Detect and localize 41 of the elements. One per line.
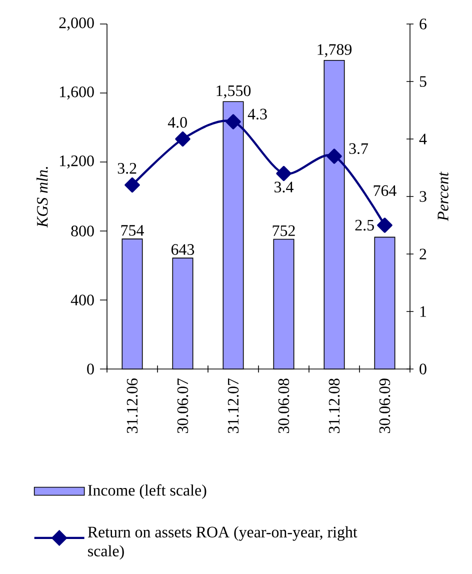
data-label: 754 [121,225,144,236]
y-tick-label: 400 [70,294,94,306]
x-tick-label: 30.06.09 [379,378,390,434]
y2-axis-title: Percent [438,172,448,222]
point [377,218,392,233]
point [124,177,140,193]
data-label: 643 [171,244,194,255]
y-tick-label: 2,000 [59,17,94,31]
y-tick-label: 1,200 [60,155,94,169]
data-label: 1,550 [216,85,251,98]
y-tick-label: 0 [87,364,94,374]
x-tick-label: 30.06.07 [177,378,188,434]
y2-tick-label: 3 [420,191,426,202]
legend-label: Return on assets ROA (year-on-year, right scale) [88,526,358,560]
y2-tick-label: 0 [420,364,426,374]
data-label: 1,789 [318,44,352,58]
data-label: 4.3 [248,108,267,120]
point [175,131,190,147]
y-axis-title: KGS mln. [36,166,48,228]
x-tick-label: 31.12.07 [228,378,239,434]
y-tick-label: 1,600 [60,86,94,100]
data-label: 752 [272,225,295,236]
x-tick-label: 31.12.06 [126,378,138,434]
x-tick-label: 30.06.08 [278,378,290,434]
data-label: 3.2 [118,163,136,174]
data-label: 4.0 [168,116,187,128]
y2-tick-label: 1 [420,306,426,317]
data-label: 3.7 [349,143,368,154]
data-label: 3.4 [274,182,294,192]
y2-tick-label: 2 [420,248,426,260]
y2-tick-label: 5 [420,76,426,87]
y2-tick-label: 4 [419,134,427,144]
legend-label: Income (left scale) [88,484,206,499]
y-tick-label: 800 [71,226,94,236]
data-label: 2.5 [355,220,374,231]
y2-tick-label: 6 [420,18,427,30]
x-tick-label: 31.12.08 [328,378,340,434]
point [326,148,342,164]
point [276,166,292,182]
point [226,114,241,130]
data-label: 764 [374,185,396,196]
